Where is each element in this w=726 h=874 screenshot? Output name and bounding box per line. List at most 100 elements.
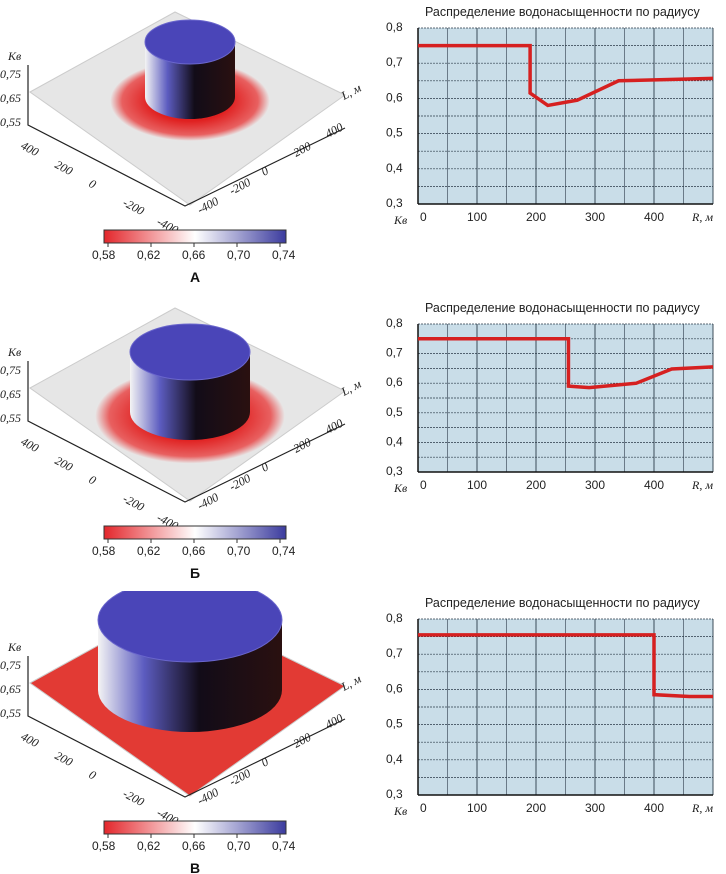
y-tick-label: 0,5 (386, 405, 403, 419)
colorbar-tick-label: 0,66 (182, 839, 206, 853)
right-axis-label: L, м (338, 377, 364, 400)
colorbar (103, 820, 287, 835)
left-axis-tick: 200 (53, 748, 75, 769)
colorbar-tick-label: 0,58 (92, 839, 116, 853)
x-tick-label: 100 (467, 478, 487, 492)
colorbar-tick-label: 0,62 (137, 248, 161, 262)
colorbar-tick-label: 0,70 (227, 544, 251, 558)
surface-cylinder-base (145, 75, 235, 119)
chart-title: Распределение водонасыщенности по радиус… (425, 5, 700, 19)
x-tick-label: 0 (420, 801, 427, 815)
x-tick-label: 300 (585, 801, 605, 815)
left-axis-tick: -200 (121, 786, 147, 809)
left-axis-tick: -200 (121, 491, 147, 514)
x-tick-label: 400 (644, 210, 664, 224)
y-axis-label: Kв (393, 213, 407, 227)
surface-cylinder-top (144, 19, 236, 65)
left-axis-tick: 400 (19, 434, 41, 455)
panel-letter: Б (190, 565, 200, 581)
left-axis-tick: 0 (87, 472, 99, 487)
y-axis-label: Kв (393, 481, 407, 495)
surface-cylinder-base (98, 648, 282, 732)
surface-cylinder-top (129, 323, 251, 381)
right-axis-label: L, м (338, 672, 364, 695)
x-tick-label: 200 (526, 478, 546, 492)
left-axis-tick: 200 (53, 157, 75, 178)
y-tick-label: 0,4 (386, 752, 403, 766)
y-tick-label: 0,7 (386, 646, 403, 660)
z-tick-label: 0,75 (0, 363, 21, 377)
right-axis-tick: 0 (259, 459, 271, 474)
y-tick-label: 0,7 (386, 346, 403, 360)
y-axis-label: Kв (393, 804, 407, 818)
x-tick-label: 400 (644, 801, 664, 815)
right-axis-label: L, м (338, 81, 364, 104)
right-axis-tick: 0 (259, 163, 271, 178)
y-tick-label: 0,3 (386, 196, 403, 210)
axes-lines (27, 65, 346, 207)
colorbar-tick-label: 0,70 (227, 248, 251, 262)
colorbar-tick-label: 0,66 (182, 248, 206, 262)
left-axis-tick: 0 (87, 767, 99, 782)
right-axis-tick: 200 (291, 139, 313, 160)
colorbar (103, 525, 287, 540)
colorbar-tick-label: 0,58 (92, 248, 116, 262)
surface-cylinder-top (97, 591, 283, 663)
x-tick-label: 0 (420, 478, 427, 492)
panel-svg: Kв0,750,650,554002000-200-400-400-200020… (0, 5, 714, 285)
y-tick-label: 0,6 (386, 90, 403, 104)
colorbar-tick-label: 0,70 (227, 839, 251, 853)
left-axis-tick: -200 (121, 195, 147, 218)
y-tick-label: 0,5 (386, 126, 403, 140)
panel-letter: А (190, 269, 200, 285)
y-tick-label: 0,6 (386, 681, 403, 695)
y-tick-label: 0,8 (386, 20, 403, 34)
z-tick-label: 0,65 (0, 387, 21, 401)
chart-title: Распределение водонасыщенности по радиус… (425, 301, 700, 315)
y-tick-label: 0,3 (386, 787, 403, 801)
right-axis-tick: 0 (259, 754, 271, 769)
x-tick-label: 100 (467, 210, 487, 224)
y-tick-label: 0,7 (386, 55, 403, 69)
z-tick-label: 0,75 (0, 658, 21, 672)
z-axis-label: Kв (7, 345, 21, 359)
colorbar-tick-label: 0,74 (272, 544, 296, 558)
x-axis-label: R, м (691, 210, 713, 224)
x-tick-label: 100 (467, 801, 487, 815)
panel-letter: В (190, 860, 200, 874)
chart-title: Распределение водонасыщенности по радиус… (425, 596, 700, 610)
z-tick-label: 0,55 (0, 706, 21, 720)
left-axis-tick: 0 (87, 176, 99, 191)
right-axis-tick: 200 (291, 730, 313, 751)
panel-3: Kв 0,75 0,65 0,55 400 200 0 -200 -400 -400 -200 0 20… (0, 591, 726, 874)
panel-1: Kв 0,75 0,65 0,55 400 200 0 -200 -400 -400 -200 0 20… (0, 0, 726, 292)
y-tick-label: 0,8 (386, 316, 403, 330)
y-tick-label: 0,5 (386, 717, 403, 731)
z-tick-label: 0,65 (0, 91, 21, 105)
colorbar-tick-label: 0,66 (182, 544, 206, 558)
axes-lines (27, 656, 346, 798)
x-tick-label: 300 (585, 210, 605, 224)
z-axis-label: Kв (7, 49, 21, 63)
x-tick-label: 200 (526, 801, 546, 815)
right-axis-tick: -200 (227, 175, 253, 198)
right-axis-tick: 200 (291, 435, 313, 456)
panel-2: Kв 0,75 0,65 0,55 400 200 0 -200 -400 -400 -200 0 20… (0, 296, 726, 588)
y-tick-label: 0,4 (386, 161, 403, 175)
z-tick-label: 0,55 (0, 115, 21, 129)
left-axis-tick: 400 (19, 729, 41, 750)
x-axis-label: R, м (691, 801, 713, 815)
colorbar-tick-label: 0,62 (137, 839, 161, 853)
z-tick-label: 0,55 (0, 411, 21, 425)
z-tick-label: 0,65 (0, 682, 21, 696)
axes-lines (27, 361, 346, 503)
x-tick-label: 0 (420, 210, 427, 224)
x-tick-label: 400 (644, 478, 664, 492)
colorbar-tick-label: 0,58 (92, 544, 116, 558)
y-tick-label: 0,4 (386, 434, 403, 448)
colorbar-tick-label: 0,74 (272, 248, 296, 262)
y-tick-label: 0,8 (386, 611, 403, 625)
left-axis-tick: 200 (53, 453, 75, 474)
left-axis-tick: 400 (19, 138, 41, 159)
